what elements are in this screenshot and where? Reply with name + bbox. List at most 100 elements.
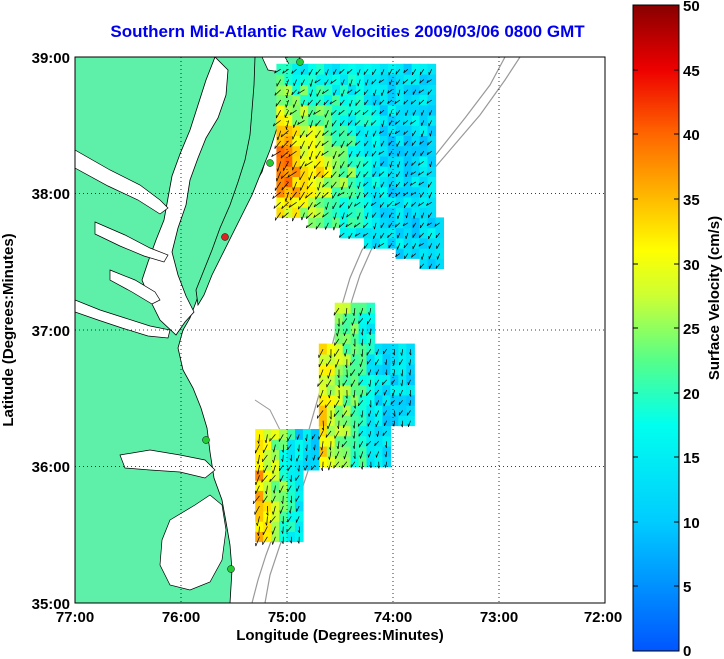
velocity-vector-head [311, 466, 313, 470]
velocity-vector [353, 328, 356, 337]
velocity-vector-head [418, 90, 421, 94]
velocity-vector-head [281, 449, 284, 453]
velocity-vector [271, 150, 281, 157]
velocity-vector-head [384, 454, 387, 458]
velocity-vector [356, 171, 361, 179]
velocity-cell [379, 125, 389, 136]
velocity-vector [380, 181, 385, 188]
velocity-vector [329, 451, 332, 460]
velocity-vector [301, 99, 305, 107]
velocity-cell [342, 323, 352, 334]
velocity-vector-head [289, 540, 292, 544]
velocity-vector [365, 79, 369, 86]
velocity-vector-head [280, 134, 283, 138]
velocity-vector-head [371, 112, 373, 116]
velocity-cell [390, 394, 399, 406]
velocity-vector [304, 161, 313, 167]
velocity-vector [419, 69, 425, 75]
velocity-vector [338, 222, 345, 228]
velocity-vector-head [362, 163, 365, 167]
velocity-cell [427, 248, 437, 259]
velocity-vector [381, 89, 385, 96]
velocity-vector [281, 212, 289, 219]
velocity-vector [412, 130, 417, 137]
velocity-vector-head [346, 143, 348, 147]
velocity-cell [387, 207, 397, 218]
velocity-vector [315, 150, 321, 159]
velocity-cell [332, 135, 341, 147]
velocity-vector-head [349, 362, 352, 366]
velocity-vector-head [309, 83, 312, 87]
velocity-cell [379, 63, 389, 75]
velocity-vector-head [257, 532, 259, 536]
velocity-vector-head [403, 131, 405, 135]
velocity-vector-head [418, 101, 421, 105]
velocity-vector [330, 79, 337, 84]
velocity-vector [376, 451, 380, 458]
velocity-cell [363, 104, 373, 116]
velocity-cell [284, 207, 293, 218]
velocity-vector [263, 444, 268, 454]
velocity-vector [361, 410, 364, 418]
velocity-vector [333, 89, 337, 96]
velocity-cell [276, 176, 285, 188]
velocity-vector-head [354, 122, 357, 126]
velocity-vector-head [322, 132, 324, 136]
velocity-vector [321, 140, 329, 147]
colorbar-tick-label: 25 [683, 321, 700, 338]
velocity-vector-head [408, 393, 412, 397]
velocity-cell [395, 237, 405, 249]
velocity-cell [382, 394, 391, 406]
velocity-vector [338, 109, 345, 116]
velocity-vector [281, 202, 289, 210]
velocity-vector-head [330, 112, 333, 116]
velocity-vector [379, 109, 385, 115]
velocity-vector [373, 140, 377, 148]
velocity-vector-head [357, 185, 359, 189]
velocity-vector [306, 212, 313, 219]
velocity-vector [315, 120, 321, 127]
velocity-cell [324, 125, 333, 136]
velocity-vector [344, 349, 348, 357]
velocity-vector-head [315, 123, 317, 127]
velocity-vector-head [288, 204, 291, 208]
velocity-vector [390, 161, 393, 168]
velocity-vector [363, 68, 369, 75]
velocity-vector [325, 400, 332, 408]
velocity-cell [382, 435, 391, 447]
velocity-vector [325, 222, 329, 230]
velocity-cell [342, 302, 352, 314]
rappahannock-river [94, 221, 169, 263]
velocity-cell [411, 248, 421, 259]
velocity-vector [406, 212, 409, 219]
velocity-cell [271, 449, 280, 461]
velocity-vector [280, 505, 284, 514]
velocity-vector [350, 410, 356, 417]
velocity-cell [279, 469, 288, 481]
velocity-vector [307, 202, 313, 210]
velocity-vector [410, 120, 417, 125]
velocity-vector-head [305, 195, 307, 199]
velocity-vector [289, 140, 297, 148]
velocity-cell [326, 343, 336, 355]
velocity-vector-head [271, 541, 273, 545]
velocity-vector [273, 485, 276, 494]
velocity-vector [339, 202, 345, 208]
velocity-vector [317, 379, 324, 387]
velocity-cell [379, 176, 389, 188]
velocity-vector-head [338, 173, 341, 177]
velocity-cell [403, 156, 413, 167]
velocity-cell [348, 125, 357, 136]
velocity-vector [397, 161, 401, 168]
velocity-vector [357, 79, 361, 87]
velocity-vector [289, 109, 297, 115]
velocity-vector [409, 369, 411, 376]
velocity-cell [382, 425, 391, 437]
velocity-vector-head [256, 522, 258, 526]
velocity-cell [284, 84, 293, 96]
velocity-cell [358, 333, 368, 345]
velocity-vector [368, 410, 372, 417]
x-tick-label: 74:00 [374, 609, 412, 626]
velocity-vector-head [392, 362, 395, 366]
velocity-vector-head [316, 404, 319, 408]
